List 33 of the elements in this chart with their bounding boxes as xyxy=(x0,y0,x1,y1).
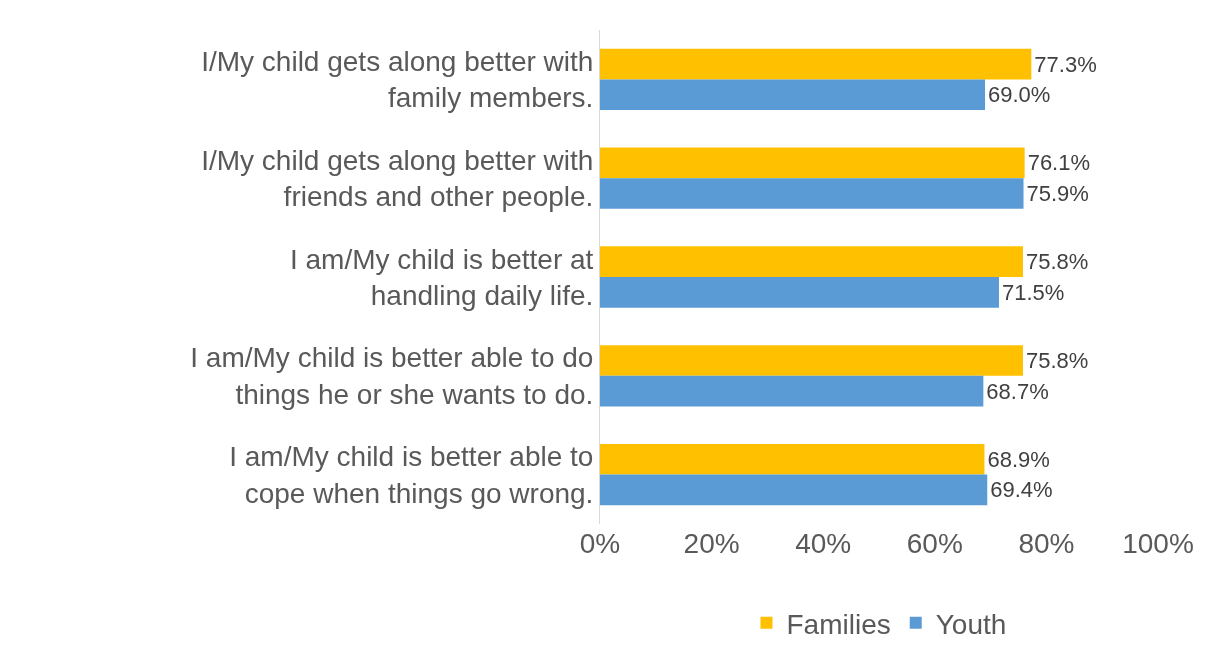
bar xyxy=(600,277,999,308)
legend-label: Families xyxy=(786,608,891,640)
legend-label: Youth xyxy=(935,608,1007,640)
y-tick-label: I/My child gets along better with family members. xyxy=(201,46,594,114)
x-tick-label: 100% xyxy=(1122,528,1194,559)
data-label: 71.5% xyxy=(1001,279,1065,305)
x-tick-label: 0% xyxy=(579,528,621,559)
x-tick-label: 40% xyxy=(795,528,852,559)
data-label: 68.9% xyxy=(987,446,1050,472)
bar xyxy=(600,246,1023,277)
data-label: 69.0% xyxy=(988,82,1051,108)
bar xyxy=(600,474,988,506)
bar xyxy=(600,375,984,407)
data-label: 76.1% xyxy=(1027,150,1091,176)
y-tick-label: I am/My child is better able to do things he or she wants to do. xyxy=(190,342,594,410)
y-tick-label: I/My child gets along better with friends and other people. xyxy=(201,144,594,213)
data-label: 68.7% xyxy=(986,378,1049,404)
bar xyxy=(600,345,1023,376)
bar xyxy=(600,443,985,475)
x-tick-label: 80% xyxy=(1018,528,1075,559)
y-tick-label: I am/My child is better able to cope when things go wrong. xyxy=(229,441,594,509)
bar xyxy=(600,147,1025,179)
bar xyxy=(600,178,1024,209)
x-tick-label: 20% xyxy=(683,528,740,559)
y-tick-label: I am/My child is better at handling daily life. xyxy=(289,243,594,311)
bar xyxy=(600,79,986,111)
data-label: 75.8% xyxy=(1025,347,1089,373)
bar xyxy=(600,48,1032,80)
x-tick-label: 60% xyxy=(906,528,963,559)
data-label: 75.8% xyxy=(1025,249,1089,275)
data-label: 77.3% xyxy=(1034,51,1097,77)
data-label: 75.9% xyxy=(1026,181,1089,207)
data-label: 69.4% xyxy=(990,477,1053,503)
